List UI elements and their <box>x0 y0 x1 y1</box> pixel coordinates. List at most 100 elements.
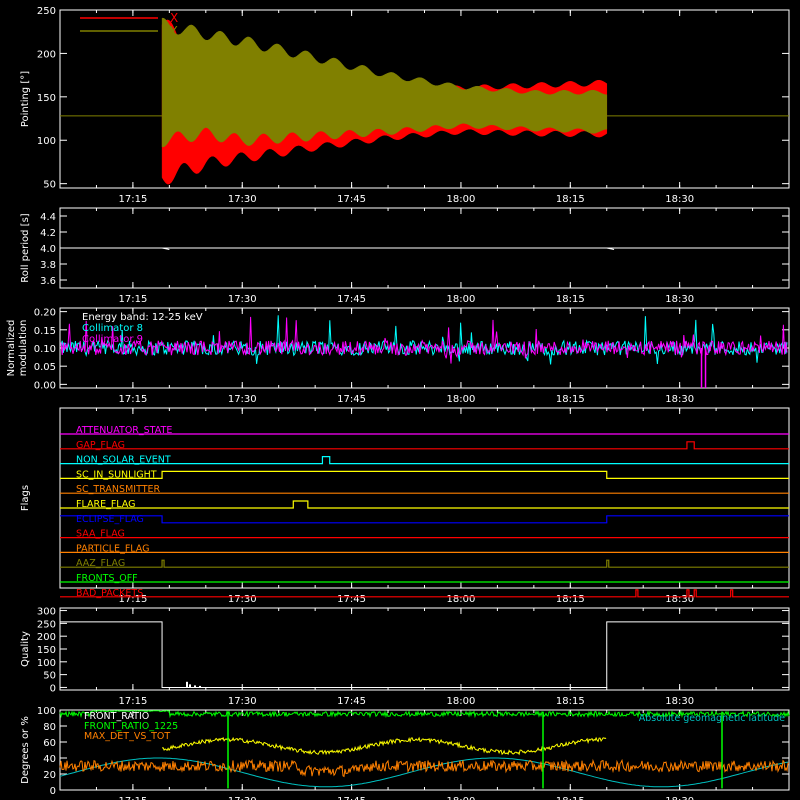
y-tick-label: 100 <box>37 658 56 669</box>
y-axis-label: Pointing [°] <box>20 71 31 127</box>
x-tick-label: 17:30 <box>228 294 257 305</box>
flag-line-sc_in_sunlight <box>60 470 789 479</box>
x-tick-label: 18:30 <box>665 796 694 800</box>
y-tick-label: 200 <box>37 49 56 60</box>
x-tick-label: 18:30 <box>665 294 694 305</box>
panel-pointing: 17:15 17:30 17:45 18:00 18:15 18:30 Pointing [… <box>20 6 790 205</box>
status-series-max-det-vs-tot <box>59 758 790 778</box>
flag-line-eclipse_flag <box>60 515 789 524</box>
x-tick-label: 18:15 <box>556 394 585 405</box>
modulation-series-1 <box>60 316 788 364</box>
x-tick-label: 17:15 <box>118 294 147 305</box>
panel-modulation: 17:15 17:30 17:45 18:00 18:15 18:30 Normalized… <box>6 307 790 405</box>
status-series-yellow <box>161 736 607 756</box>
x-tick-label: 18:15 <box>556 696 585 707</box>
y-axis-label: Normalized <box>6 320 17 377</box>
x-tick-label: 18:15 <box>556 594 585 605</box>
x-tick-label: 17:30 <box>228 594 257 605</box>
y-tick-label: 150 <box>37 645 56 656</box>
y-tick-label: 300 <box>37 607 56 618</box>
x-tick-label: 17:15 <box>118 696 147 707</box>
panel-roll: 17:15 17:30 17:45 18:00 18:15 18:30 Roll perio… <box>20 207 790 305</box>
status-annotation: Absolute geomagnetic latitude <box>639 713 785 724</box>
flag-line-flare_flag <box>60 500 789 509</box>
y-tick-label: 0.20 <box>34 308 56 319</box>
y-tick-label: 0.00 <box>34 380 56 391</box>
status-legend-0: FRONT_RATIO <box>84 711 149 722</box>
y-tick-label: 80 <box>43 722 56 733</box>
flag-line-gap_flag <box>60 441 789 450</box>
y-tick-label: 4.0 <box>40 244 56 255</box>
panel-quality: 17:15 17:30 17:45 18:00 18:15 18:30 Quality 050… <box>20 607 790 707</box>
flag-label-bad_packets: BAD_PACKETS <box>76 588 143 599</box>
flag-label-sc_in_sunlight: SC_IN_SUNLIGHT <box>76 469 157 480</box>
x-tick-label: 18:15 <box>556 194 585 205</box>
flag-label-sc_transmitter: SC_TRANSMITTER <box>76 484 161 495</box>
y-tick-label: 20 <box>43 770 56 781</box>
x-tick-label: 17:45 <box>337 696 366 707</box>
x-tick-label: 17:30 <box>228 194 257 205</box>
y-tick-label: 50 <box>43 180 56 191</box>
x-tick-label: 18:15 <box>556 796 585 800</box>
quality-line <box>60 621 789 688</box>
y-axis-label: Degrees or % <box>20 716 31 784</box>
x-tick-label: 17:45 <box>337 194 366 205</box>
legend-label-X: X <box>170 11 178 25</box>
status-series-latitude <box>59 757 789 788</box>
roll-period-dip <box>161 247 170 250</box>
x-tick-label: 18:30 <box>665 594 694 605</box>
y-tick-label: 200 <box>37 632 56 643</box>
flag-label-fronts_off: FRONTS_OFF <box>76 573 138 584</box>
y-axis-label: modulation <box>18 320 29 377</box>
modulation-annotation-2: Collimator 9 <box>82 334 143 345</box>
status-legend-1: FRONT_RATIO_1225 <box>84 721 178 732</box>
modulation-annotation-1: Collimator 8 <box>82 323 143 334</box>
x-tick-label: 18:00 <box>447 594 476 605</box>
y-tick-label: 0.15 <box>34 326 56 337</box>
status-series-front-ratio-1225 <box>59 709 790 719</box>
y-axis-label: Flags <box>20 485 31 511</box>
y-tick-label: 0.10 <box>34 344 56 355</box>
y-tick-label: 3.8 <box>40 260 56 271</box>
flag-label-eclipse_flag: ECLIPSE_FLAG <box>76 514 144 525</box>
x-tick-label: 18:00 <box>447 796 476 800</box>
flag-line-aaz_flag <box>60 559 789 568</box>
y-tick-label: 50 <box>43 671 56 682</box>
x-tick-label: 17:45 <box>337 294 366 305</box>
panel-status: 17:15 17:30 17:45 18:00 18:15 18:30 Degrees or… <box>20 706 790 800</box>
y-tick-label: 4.2 <box>40 228 56 239</box>
y-tick-label: 0.05 <box>34 362 56 373</box>
x-tick-label: 17:15 <box>118 594 147 605</box>
x-tick-label: 17:30 <box>228 696 257 707</box>
x-tick-label: 17:30 <box>228 796 257 800</box>
flag-label-saa_flag: SAA_FLAG <box>76 529 125 540</box>
x-tick-label: 18:00 <box>447 394 476 405</box>
modulation-annotation-0: Energy band: 12-25 keV <box>82 312 203 323</box>
y-tick-label: 250 <box>37 619 56 630</box>
flag-label-attenuator_state: ATTENUATOR_STATE <box>76 425 172 436</box>
y-axis-label: Roll period [s] <box>20 213 31 282</box>
flag-label-particle_flag: PARTICLE_FLAG <box>76 543 149 554</box>
x-tick-label: 17:30 <box>228 394 257 405</box>
y-tick-label: 250 <box>37 6 56 17</box>
x-tick-label: 18:30 <box>665 394 694 405</box>
x-tick-label: 18:15 <box>556 294 585 305</box>
x-tick-label: 18:30 <box>665 194 694 205</box>
y-tick-label: 3.6 <box>40 276 56 287</box>
x-tick-label: 17:15 <box>118 194 147 205</box>
flag-line-bad_packets <box>60 589 789 598</box>
x-tick-label: 18:30 <box>665 696 694 707</box>
flag-label-gap_flag: GAP_FLAG <box>76 440 125 451</box>
y-tick-label: 0 <box>50 683 56 694</box>
x-tick-label: 17:15 <box>118 394 147 405</box>
status-legend-2: MAX_DET_VS_TOT <box>84 731 170 742</box>
y-tick-label: 0 <box>50 786 56 797</box>
panel-frame <box>59 607 790 691</box>
flag-line-non_solar_event <box>60 456 789 465</box>
pointing-series-Y <box>161 17 608 148</box>
legend-label-Y: Y <box>169 24 178 38</box>
y-tick-label: 150 <box>37 93 56 104</box>
y-tick-label: 100 <box>37 136 56 147</box>
panel-flags: 17:15 17:30 17:45 18:00 18:15 18:30 Flags ATTEN… <box>20 407 790 605</box>
